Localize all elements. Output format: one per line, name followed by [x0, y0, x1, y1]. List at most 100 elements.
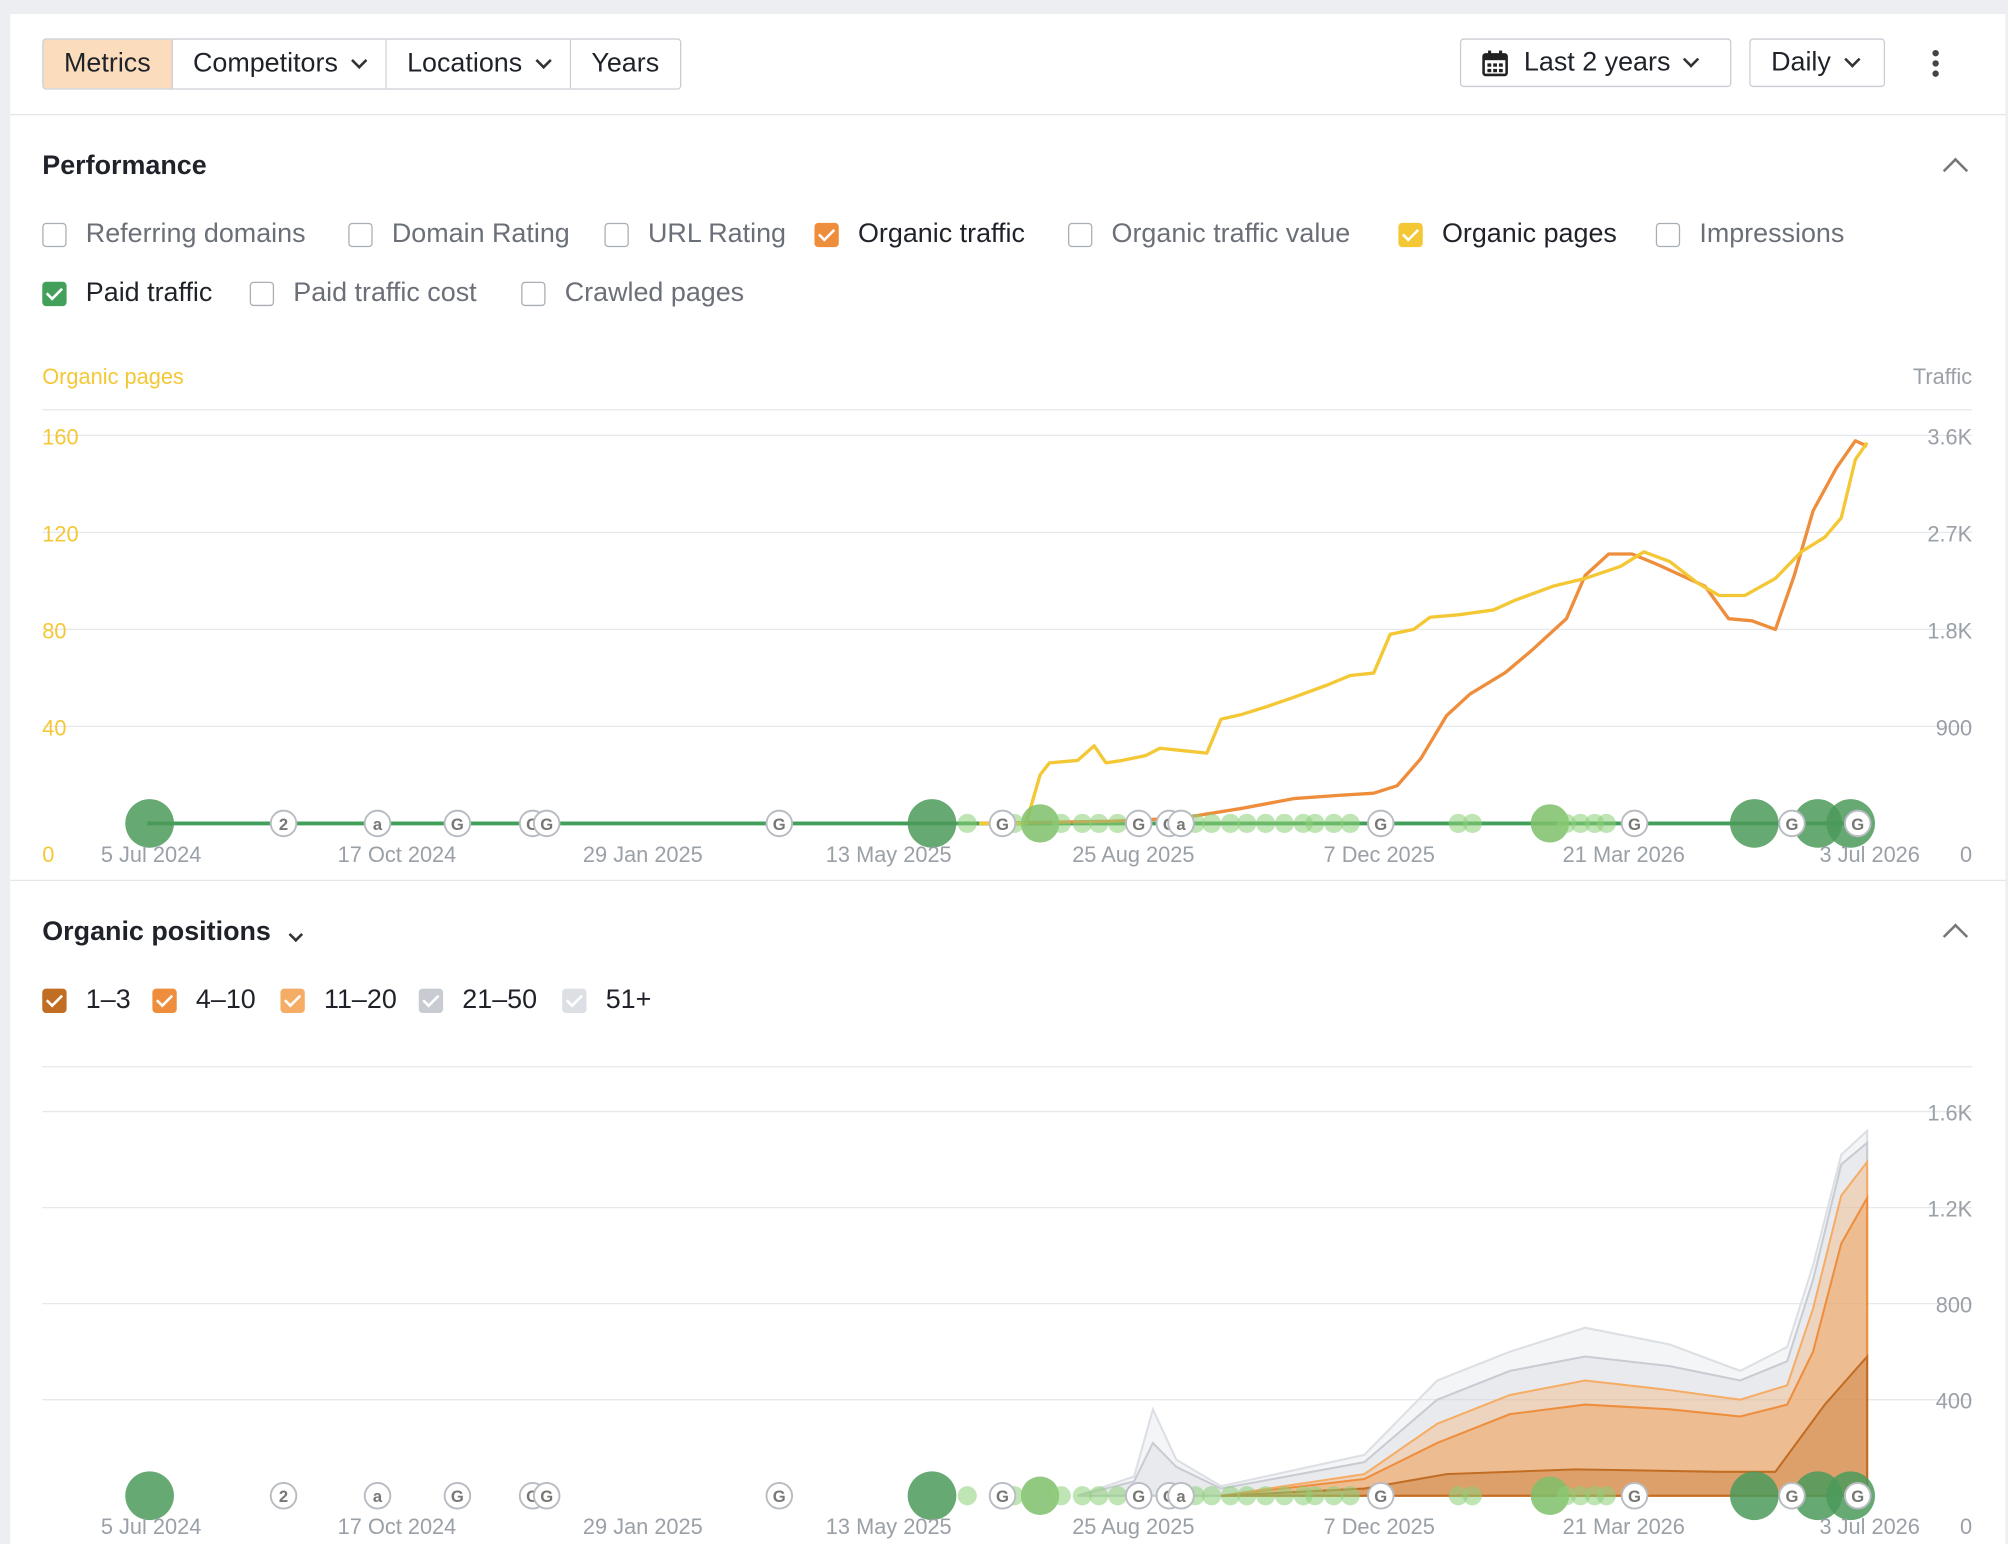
chevron-down-icon — [535, 52, 552, 69]
annotation-marker-label: G — [1785, 815, 1798, 834]
annotation-marker: G — [1778, 809, 1806, 838]
annotation-dot — [1570, 813, 1591, 834]
annotation-marker: G — [1778, 1481, 1806, 1510]
annotation-dot — [1448, 813, 1468, 834]
x-tick-label: 13 May 2025 — [826, 842, 952, 867]
checkbox-icon — [42, 222, 67, 247]
metric-organic-traffic[interactable]: Organic traffic — [814, 218, 1025, 250]
segment-metrics[interactable]: Metrics — [43, 39, 173, 89]
metric-referring-domains[interactable]: Referring domains — [42, 219, 306, 250]
chevron-down-icon — [350, 52, 368, 69]
area-series-21–50 — [1077, 1140, 1869, 1497]
date-range-button[interactable]: Last 2 years — [1459, 38, 1732, 88]
range-21-50[interactable]: 21–50 — [418, 985, 537, 1016]
annotation-dot — [1305, 813, 1325, 834]
annotation-marker: G — [1124, 809, 1153, 838]
left-tick-label: 160 — [42, 424, 78, 449]
annotation-marker-label: G — [540, 815, 553, 834]
right-axis-title: Traffic — [1913, 364, 1972, 389]
annotation-marker-label: G — [451, 815, 464, 834]
annotation-marker-label: G — [1374, 1487, 1387, 1506]
metric-label: Organic traffic — [858, 218, 1025, 249]
annotation-marker-label: G — [996, 815, 1009, 834]
annotation-dot — [1051, 1486, 1071, 1506]
checkbox-icon — [521, 281, 546, 306]
range-51-plus[interactable]: 51+ — [562, 985, 651, 1016]
x-tick-label: 21 Mar 2026 — [1563, 1514, 1685, 1539]
annotation-dot — [1556, 813, 1576, 834]
segment-locations[interactable]: Locations — [386, 39, 571, 89]
annotation-marker: a — [1167, 809, 1195, 838]
annotation-marker-label: G — [1628, 815, 1641, 834]
metric-crawled-pages[interactable]: Crawled pages — [521, 278, 744, 309]
annotation-marker: G — [1366, 1481, 1395, 1510]
segment-metrics-label: Metrics — [64, 48, 151, 79]
annotation-dot — [1020, 1476, 1060, 1515]
x-tick-label: 3 Jul 2026 — [1819, 1514, 1919, 1539]
metric-label: Paid traffic — [85, 277, 213, 308]
x-tick-label: 25 Aug 2025 — [1072, 1514, 1194, 1539]
metric-organic-pages[interactable]: Organic pages — [1398, 219, 1617, 250]
annotation-marker-circle — [1124, 1481, 1153, 1510]
metric-impressions[interactable]: Impressions — [1655, 219, 1844, 250]
annotation-marker-circle — [765, 1481, 794, 1510]
annotation-dot — [1256, 813, 1276, 834]
right-tick-label: 400 — [1936, 1389, 1972, 1414]
metric-paid-traffic-cost[interactable]: Paid traffic cost — [249, 278, 477, 309]
segment-years[interactable]: Years — [570, 39, 680, 89]
annotation-marker-circle — [1620, 809, 1649, 838]
left-tick-label: 80 — [42, 618, 66, 643]
organic-positions-title[interactable]: Organic positions — [42, 917, 304, 948]
metric-paid-traffic[interactable]: Paid traffic — [42, 278, 212, 309]
annotation-marker-circle — [532, 809, 561, 838]
annotation-dot — [1340, 813, 1360, 834]
view-segmented-control: Metrics Competitors Locations Years — [42, 38, 681, 90]
annotation-dot — [1462, 1486, 1483, 1506]
annotation-dot — [1530, 1476, 1570, 1515]
report-card: Metrics Competitors Locations Years Last… — [10, 14, 2006, 1544]
metric-url-rating[interactable]: URL Rating — [604, 219, 786, 250]
x-tick-label: 29 Jan 2025 — [583, 1514, 703, 1539]
annotation-marker-label: G — [773, 1487, 786, 1506]
range-1-3[interactable]: 1–3 — [42, 985, 131, 1016]
metric-organic-traffic-value[interactable]: Organic traffic value — [1068, 219, 1350, 250]
annotation-dot — [1237, 1486, 1257, 1506]
collapse-positions-icon[interactable] — [1942, 923, 1969, 949]
annotation-marker-label: G — [540, 1487, 553, 1506]
annotation-dot — [1274, 813, 1295, 834]
range-4-10[interactable]: 4–10 — [152, 985, 256, 1016]
segment-locations-label: Locations — [407, 48, 523, 79]
annotation-marker-circle — [532, 1481, 561, 1510]
annotation-dot — [1020, 804, 1060, 843]
annotation-marker-circle — [1843, 1481, 1872, 1510]
annotation-marker-circle — [1366, 1481, 1395, 1510]
metric-domain-rating[interactable]: Domain Rating — [348, 219, 570, 250]
x-tick-label: 13 May 2025 — [826, 1514, 952, 1539]
range-11-20[interactable]: 11–20 — [280, 985, 397, 1016]
annotation-marker-label: G — [1374, 815, 1387, 834]
segment-competitors[interactable]: Competitors — [172, 39, 387, 89]
annotation-marker-circle — [1366, 809, 1395, 838]
annotation-dot — [1324, 1486, 1344, 1506]
annotation-marker-circle — [1167, 1481, 1195, 1510]
annotation-dot — [1730, 799, 1779, 848]
checkbox-checked-icon — [42, 281, 67, 306]
left-tick-label: 40 — [42, 715, 66, 740]
annotation-marker-label: a — [373, 1487, 383, 1506]
annotation-dot — [1274, 1486, 1295, 1506]
segment-competitors-label: Competitors — [192, 48, 338, 79]
annotation-dot — [1220, 813, 1241, 834]
x-tick-label: 3 Jul 2026 — [1819, 842, 1919, 867]
collapse-performance-icon[interactable] — [1942, 157, 1969, 183]
annotation-dot — [125, 799, 174, 848]
annotation-dot — [1596, 813, 1616, 834]
annotation-dot — [1530, 804, 1570, 843]
more-options-icon[interactable] — [1931, 49, 1941, 81]
annotation-dot — [1108, 813, 1128, 834]
annotation-marker-label: 2 — [279, 815, 288, 834]
metric-label: Organic traffic value — [1111, 218, 1351, 249]
annotation-marker-label: G — [773, 815, 786, 834]
interval-button[interactable]: Daily — [1749, 38, 1886, 88]
annotation-marker: G — [1124, 1481, 1153, 1510]
annotation-marker-circle — [1843, 809, 1872, 838]
